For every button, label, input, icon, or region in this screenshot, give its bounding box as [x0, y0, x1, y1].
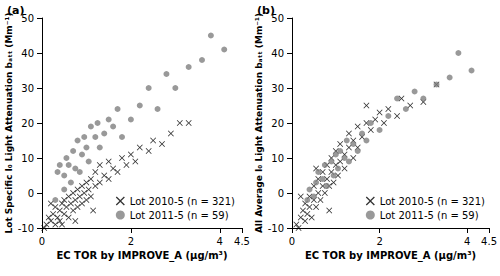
svg-text:20: 20 — [21, 118, 34, 129]
svg-text:10: 10 — [271, 153, 284, 164]
svg-text:4.5: 4.5 — [481, 236, 497, 247]
svg-text:0: 0 — [39, 236, 45, 247]
svg-text:Lot 2010-5 (n = 321): Lot 2010-5 (n = 321) — [380, 196, 485, 207]
svg-text:All Average I₀ Light Attenuati: All Average I₀ Light Attenuation bₐₜₜ (M… — [254, 13, 264, 233]
svg-text:-10: -10 — [268, 223, 284, 234]
svg-text:2: 2 — [376, 236, 382, 247]
svg-text:Lot Specific I₀ Light Attenuat: Lot Specific I₀ Light Attenuation bₐₜₜ (… — [4, 12, 14, 233]
svg-text:(b): (b) — [257, 4, 275, 17]
svg-text:20: 20 — [271, 118, 284, 129]
svg-text:4: 4 — [464, 236, 470, 247]
svg-text:50: 50 — [21, 12, 34, 24]
svg-text:30: 30 — [271, 83, 284, 94]
svg-text:EC TOR by IMPROVE_A (µg/m³): EC TOR by IMPROVE_A (µg/m³) — [56, 250, 227, 262]
svg-text:2: 2 — [128, 236, 134, 247]
svg-text:4: 4 — [217, 236, 223, 247]
svg-text:(a): (a) — [7, 4, 24, 17]
svg-text:0: 0 — [289, 236, 295, 247]
svg-text:4.5: 4.5 — [234, 236, 250, 247]
svg-text:40: 40 — [271, 48, 284, 59]
svg-text:0: 0 — [278, 188, 284, 199]
svg-text:EC TOR by IMPROVE_A (µg/m³): EC TOR by IMPROVE_A (µg/m³) — [305, 250, 476, 262]
svg-text:10: 10 — [21, 153, 34, 164]
svg-text:Lot 2011-5 (n = 59): Lot 2011-5 (n = 59) — [380, 210, 479, 221]
svg-text:40: 40 — [21, 48, 34, 59]
svg-text:0: 0 — [28, 188, 34, 199]
svg-text:50: 50 — [271, 12, 284, 24]
svg-text:Lot 2011-5 (n = 59): Lot 2011-5 (n = 59) — [130, 210, 229, 221]
svg-text:Lot 2010-5 (n = 321): Lot 2010-5 (n = 321) — [130, 196, 235, 207]
svg-text:30: 30 — [21, 83, 34, 94]
svg-text:-10: -10 — [18, 223, 34, 234]
